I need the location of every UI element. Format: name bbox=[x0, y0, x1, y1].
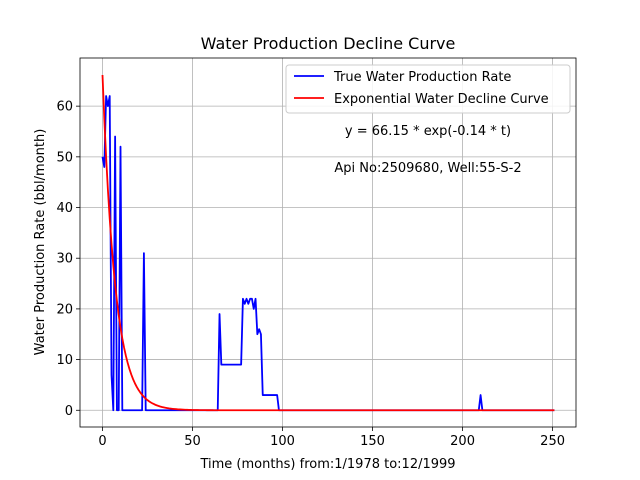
series-line-true-rate bbox=[101, 95, 555, 412]
legend-label-exponential-curve: Exponential Water Decline Curve bbox=[334, 92, 549, 107]
x-tick-label: 50 bbox=[184, 434, 201, 449]
y-tick-label: 10 bbox=[56, 353, 73, 368]
y-axis-label: Water Production Rate (bbl/month) bbox=[33, 129, 48, 356]
legend-label-true-rate: True Water Production Rate bbox=[333, 70, 511, 85]
x-tick-label: 0 bbox=[98, 434, 106, 449]
y-tick-label: 30 bbox=[56, 252, 73, 267]
series-layer bbox=[101, 74, 555, 412]
legend-box bbox=[285, 64, 571, 114]
legend: True Water Production Rate Exponential W… bbox=[285, 64, 571, 114]
series-line-exponential-curve bbox=[101, 74, 555, 412]
x-axis-label: Time (months) from:1/1978 to:12/1999 bbox=[199, 457, 455, 472]
x-tick-label: 250 bbox=[540, 434, 565, 449]
x-tick-label: 150 bbox=[360, 434, 385, 449]
well-annotation: Api No:2509680, Well:55-S-2 bbox=[334, 161, 521, 176]
y-tick-label: 0 bbox=[65, 404, 73, 419]
equation-annotation: y = 66.15 * exp(-0.14 * t) bbox=[345, 124, 511, 139]
plot-frame bbox=[79, 57, 577, 428]
x-tick-label: 100 bbox=[270, 434, 295, 449]
grid bbox=[80, 58, 576, 427]
y-tick-label: 60 bbox=[56, 100, 73, 115]
y-tick-label: 40 bbox=[56, 201, 73, 216]
y-tick-label: 50 bbox=[56, 150, 73, 165]
chart-title: Water Production Decline Curve bbox=[201, 34, 456, 53]
axis-ticks: 0 50 100 150 200 250 0 10 20 30 40 50 60 bbox=[56, 100, 565, 449]
x-tick-label: 200 bbox=[450, 434, 475, 449]
y-tick-label: 20 bbox=[56, 302, 73, 317]
